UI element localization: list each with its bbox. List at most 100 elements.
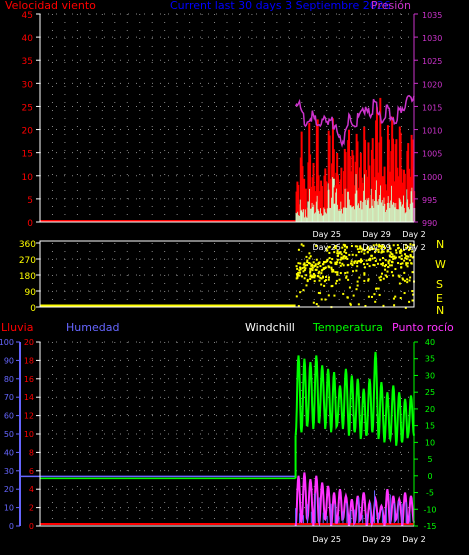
mid-axes: 0 90 180 270 360 Day 25 Day 29 Day 2 xyxy=(19,240,426,314)
cardinal-n-top: N xyxy=(436,238,444,251)
top-x-tick-label: Day 2 xyxy=(402,230,425,239)
direction-point xyxy=(399,251,402,254)
mid-marks xyxy=(40,243,415,309)
direction-point xyxy=(311,263,314,266)
direction-point xyxy=(400,250,403,253)
direction-point xyxy=(384,274,387,277)
direction-point xyxy=(338,261,341,264)
direction-point xyxy=(345,245,348,248)
mid-left-tick-label: 270 xyxy=(19,256,36,266)
direction-point xyxy=(379,279,382,282)
direction-point xyxy=(317,291,320,294)
direction-point xyxy=(341,246,344,249)
direction-point xyxy=(299,262,302,265)
direction-point xyxy=(400,266,403,269)
wind-direction-panel: 0 90 180 270 360 Day 25 Day 29 Day 2 N W S E N xyxy=(19,238,446,317)
direction-point xyxy=(328,257,331,260)
right-tick-label: 35 xyxy=(425,355,435,364)
direction-point xyxy=(339,272,342,275)
windchill-label: Windchill xyxy=(245,321,295,334)
direction-point xyxy=(327,265,330,268)
top-right-tick-label: 1005 xyxy=(422,150,442,159)
direction-point xyxy=(380,251,383,254)
direction-point xyxy=(388,244,391,247)
bottom-axes: 010203040506070809010002468101214161820-… xyxy=(0,338,437,544)
wind-gust-bar xyxy=(372,158,375,222)
direction-point xyxy=(326,249,329,252)
rain-tick-label: 80 xyxy=(4,375,14,384)
direction-point xyxy=(410,262,413,265)
direction-point xyxy=(397,262,400,265)
direction-point xyxy=(313,265,316,268)
direction-point xyxy=(394,268,397,271)
direction-point xyxy=(302,289,305,292)
direction-point xyxy=(359,261,362,264)
cardinal-e: E xyxy=(436,292,443,305)
direction-point xyxy=(403,271,406,274)
direction-point xyxy=(309,271,312,274)
direction-point xyxy=(395,249,398,252)
direction-point xyxy=(404,306,407,309)
direction-point xyxy=(297,271,300,274)
direction-point xyxy=(386,250,389,253)
wind-gust-bar xyxy=(325,181,328,222)
direction-point xyxy=(314,263,317,266)
direction-point xyxy=(404,253,407,256)
direction-point xyxy=(349,302,352,305)
wind-gust-bar xyxy=(408,168,411,222)
direction-point xyxy=(324,279,327,282)
direction-point xyxy=(359,247,362,250)
direction-point xyxy=(402,278,405,281)
right-tick-label: -15 xyxy=(423,522,436,531)
direction-point xyxy=(377,248,380,251)
direction-point xyxy=(377,287,380,290)
direction-point xyxy=(334,271,337,274)
direction-point xyxy=(314,274,317,277)
direction-point xyxy=(324,298,327,301)
direction-point xyxy=(345,251,348,254)
direction-point xyxy=(311,266,314,269)
direction-point xyxy=(343,250,346,253)
direction-point xyxy=(299,268,302,271)
mid-left-tick-label: 0 xyxy=(30,304,36,314)
direction-point xyxy=(348,286,351,289)
direction-point xyxy=(380,247,383,250)
direction-point xyxy=(325,247,328,250)
wind-gust-bar xyxy=(392,138,395,222)
top-left-tick-label: 25 xyxy=(22,103,33,113)
direction-point xyxy=(299,271,302,274)
direction-point xyxy=(380,245,383,248)
mid-x-tick-label: Day 25 xyxy=(312,243,341,252)
rain-tick-label: 100 xyxy=(0,338,14,347)
right-tick-label: 5 xyxy=(427,455,432,464)
direction-point xyxy=(381,262,384,265)
direction-point xyxy=(373,264,376,267)
direction-point xyxy=(320,272,323,275)
direction-point xyxy=(390,264,393,267)
direction-point xyxy=(336,271,339,274)
direction-point xyxy=(346,296,349,299)
direction-point xyxy=(332,269,335,272)
top-right-tick-label: 1035 xyxy=(422,11,442,20)
direction-point xyxy=(352,294,355,297)
direction-point xyxy=(358,276,361,279)
direction-point xyxy=(342,243,345,246)
direction-point xyxy=(306,261,309,264)
direction-point xyxy=(333,251,336,254)
direction-point xyxy=(342,292,345,295)
top-right-tick-label: 1020 xyxy=(422,80,442,89)
direction-point xyxy=(380,263,383,266)
direction-point xyxy=(363,279,366,282)
direction-point xyxy=(306,278,309,281)
direction-point xyxy=(390,271,393,274)
left-tick-label: 2 xyxy=(29,504,34,513)
direction-point xyxy=(405,255,408,258)
right-tick-label: 0 xyxy=(427,472,432,481)
direction-point xyxy=(397,274,400,277)
pressure-line xyxy=(294,94,415,148)
right-tick-label: 30 xyxy=(425,371,435,380)
top-left-tick-label: 45 xyxy=(22,11,33,21)
wind-gust-bar xyxy=(368,165,371,222)
direction-point xyxy=(318,279,321,282)
rain-tick-label: 90 xyxy=(4,356,14,365)
